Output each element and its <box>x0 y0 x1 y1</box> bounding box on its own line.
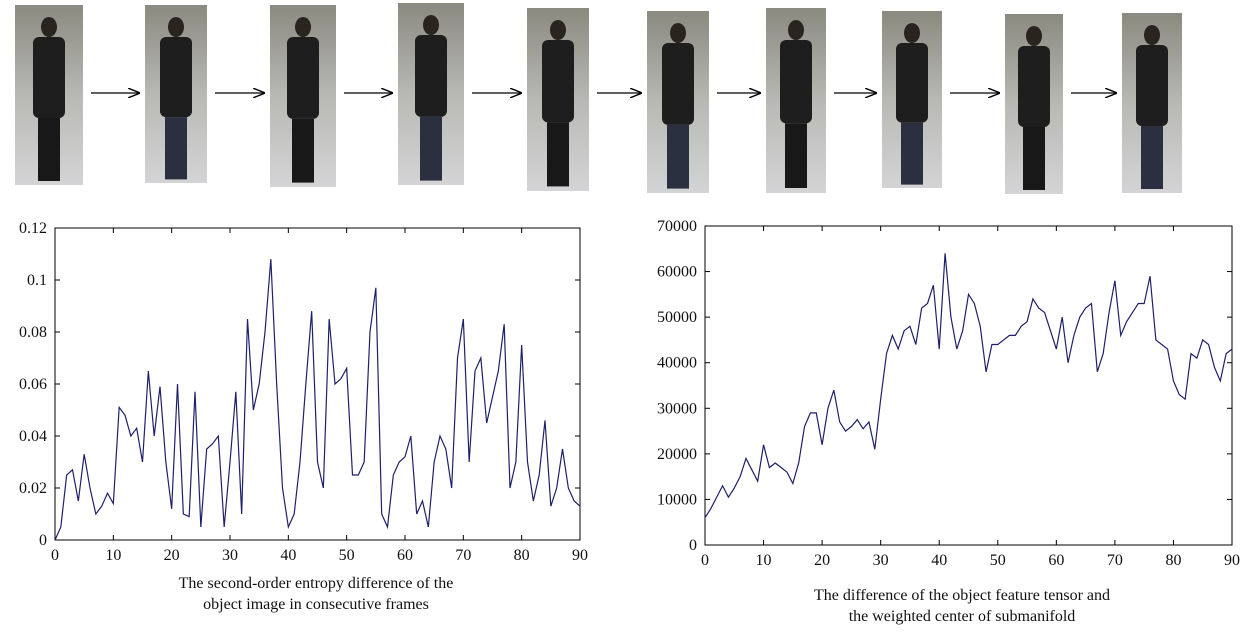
y-tick-label: 0.08 <box>19 324 47 341</box>
person-legs <box>165 117 187 180</box>
person-body <box>160 37 192 118</box>
x-tick-label: 70 <box>455 547 471 564</box>
person-head <box>670 23 686 43</box>
person-body <box>415 35 447 117</box>
person-legs <box>38 118 60 181</box>
caption: The second-order entropy difference of t… <box>179 575 454 592</box>
caption: The difference of the object feature ten… <box>814 587 1110 604</box>
x-tick-label: 60 <box>397 547 413 564</box>
x-tick-label: 80 <box>1165 552 1181 569</box>
x-tick-label: 20 <box>164 547 180 564</box>
person-body <box>33 37 65 118</box>
y-tick-label: 30000 <box>657 400 697 417</box>
person-head <box>423 15 439 35</box>
x-tick-label: 70 <box>1107 552 1123 569</box>
x-tick-label: 10 <box>756 552 772 569</box>
person-head <box>295 17 311 37</box>
y-tick-label: 20000 <box>657 446 697 463</box>
x-tick-label: 90 <box>572 547 588 564</box>
x-tick-label: 90 <box>1224 552 1240 569</box>
person-head <box>1144 25 1160 45</box>
caption: the weighted center of submanifold <box>849 608 1076 625</box>
y-tick-label: 0.04 <box>19 428 47 445</box>
person-legs <box>1023 127 1045 190</box>
x-tick-label: 40 <box>931 552 947 569</box>
person-legs <box>785 123 807 188</box>
person-head <box>904 23 920 43</box>
y-tick-label: 0 <box>689 537 697 554</box>
x-tick-label: 80 <box>514 547 530 564</box>
x-tick-label: 40 <box>280 547 296 564</box>
y-tick-label: 0.06 <box>19 376 47 393</box>
plot-frame <box>54 227 581 541</box>
person-legs <box>292 118 314 183</box>
person-body <box>287 37 319 119</box>
person-head <box>41 17 57 37</box>
caption: object image in consecutive frames <box>203 596 429 613</box>
person-body <box>780 40 812 124</box>
person-body <box>662 43 694 125</box>
person-head <box>550 20 566 40</box>
person-legs <box>547 122 569 187</box>
person-body <box>542 40 574 123</box>
y-tick-label: 70000 <box>657 218 697 235</box>
y-tick-label: 0.02 <box>19 480 47 497</box>
x-tick-label: 30 <box>873 552 889 569</box>
x-tick-label: 60 <box>1048 552 1064 569</box>
data-line <box>54 259 581 541</box>
person-legs <box>901 122 923 185</box>
y-tick-label: 50000 <box>657 309 697 326</box>
person-body <box>896 43 928 123</box>
x-tick-label: 0 <box>701 552 709 569</box>
y-tick-label: 10000 <box>657 491 697 508</box>
y-tick-label: 0.1 <box>27 272 47 289</box>
x-tick-label: 10 <box>105 547 121 564</box>
photo-strip <box>15 3 1182 194</box>
data-line <box>704 253 1233 518</box>
x-tick-label: 50 <box>339 547 355 564</box>
x-tick-label: 50 <box>990 552 1006 569</box>
y-tick-label: 40000 <box>657 355 697 372</box>
y-tick-label: 0 <box>39 532 47 549</box>
y-tick-label: 60000 <box>657 264 697 281</box>
person-body <box>1018 46 1050 127</box>
y-tick-label: 0.12 <box>19 220 47 237</box>
person-legs <box>667 124 689 189</box>
person-head <box>788 20 804 40</box>
person-legs <box>1141 126 1163 189</box>
x-tick-label: 30 <box>222 547 238 564</box>
person-body <box>1136 45 1168 126</box>
person-head <box>1026 26 1042 46</box>
x-tick-label: 20 <box>814 552 830 569</box>
plot-frame <box>704 225 1233 546</box>
person-legs <box>420 116 442 181</box>
person-head <box>168 17 184 37</box>
x-tick-label: 0 <box>51 547 59 564</box>
